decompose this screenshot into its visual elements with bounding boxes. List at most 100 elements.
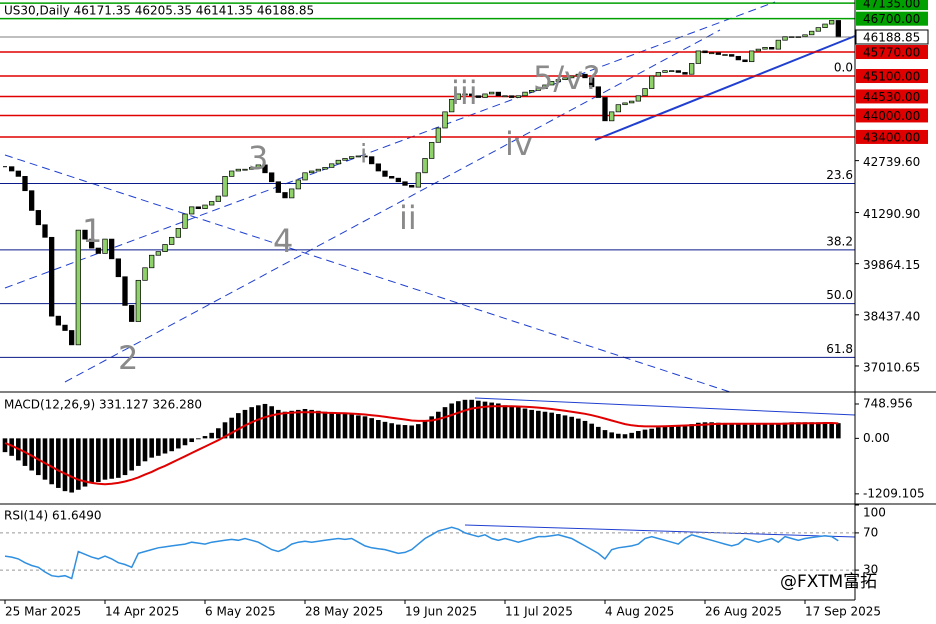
x-tick-label: 4 Aug 2025 bbox=[605, 605, 674, 619]
candle bbox=[315, 168, 321, 172]
macd-bar bbox=[222, 422, 228, 439]
candle bbox=[682, 72, 688, 75]
candle bbox=[195, 206, 201, 209]
macd-bar bbox=[796, 422, 801, 439]
frame bbox=[0, 0, 936, 601]
candle bbox=[595, 86, 601, 98]
candle bbox=[709, 52, 715, 55]
level-box bbox=[856, 45, 928, 60]
candle bbox=[215, 195, 221, 202]
candle bbox=[449, 98, 455, 113]
wave-label: iii bbox=[451, 74, 478, 112]
candle bbox=[55, 315, 61, 326]
rsi-line bbox=[4, 526, 839, 580]
level-box bbox=[856, 89, 928, 104]
macd-bar bbox=[296, 409, 301, 439]
macd-bar bbox=[149, 438, 154, 458]
candle bbox=[75, 229, 81, 346]
candle bbox=[42, 224, 48, 238]
candle bbox=[489, 91, 495, 95]
candle bbox=[295, 179, 301, 190]
macd-bar bbox=[56, 438, 61, 488]
macd-bar bbox=[616, 433, 621, 439]
candle bbox=[649, 75, 655, 89]
macd-bar bbox=[702, 422, 708, 439]
macd-bar bbox=[769, 423, 774, 439]
macd-bar bbox=[302, 408, 308, 439]
macd-bar bbox=[89, 438, 94, 484]
divergence-line bbox=[474, 397, 856, 416]
candle bbox=[229, 170, 235, 177]
candle bbox=[769, 46, 775, 50]
x-tick-label: 19 Jun 2025 bbox=[405, 605, 477, 619]
macd-bar bbox=[29, 438, 34, 471]
macd-bar bbox=[356, 415, 361, 439]
macd-bar bbox=[496, 403, 501, 439]
candle bbox=[722, 54, 728, 56]
candle bbox=[49, 236, 55, 317]
candle bbox=[235, 168, 241, 172]
y-tick-label: 38437.40 bbox=[863, 309, 920, 323]
macd-bar bbox=[749, 424, 754, 439]
candle bbox=[209, 201, 215, 206]
candle bbox=[349, 156, 355, 159]
candle bbox=[509, 95, 515, 98]
macd-bar bbox=[689, 424, 694, 439]
macd-bar bbox=[402, 425, 408, 439]
candle bbox=[389, 176, 395, 179]
candle bbox=[409, 184, 415, 188]
macd-bar bbox=[516, 407, 521, 439]
macd-bar bbox=[109, 438, 114, 479]
macd-bar bbox=[282, 411, 288, 439]
candle bbox=[395, 177, 401, 183]
macd-bar bbox=[629, 432, 634, 439]
wave-label: iv bbox=[505, 125, 533, 163]
x-tick-label: 6 May 2025 bbox=[205, 605, 276, 619]
level-label: 45100.00 bbox=[863, 70, 920, 84]
macd-bar bbox=[242, 409, 248, 439]
fib-label: 38.2 bbox=[826, 234, 853, 248]
macd-bar bbox=[762, 423, 768, 439]
macd-bar bbox=[596, 426, 601, 439]
macd-bar bbox=[362, 416, 368, 439]
candle bbox=[562, 77, 568, 80]
macd-bar bbox=[96, 438, 101, 482]
candle bbox=[342, 158, 348, 161]
candle bbox=[322, 167, 328, 170]
candle bbox=[629, 100, 635, 104]
candle bbox=[122, 276, 128, 306]
level-label: 45770.00 bbox=[863, 46, 920, 60]
wave-label: 5/v? bbox=[533, 59, 600, 97]
candle bbox=[89, 238, 95, 249]
x-tick-label: 28 May 2025 bbox=[305, 605, 383, 619]
macd-bar bbox=[549, 412, 554, 439]
candle bbox=[689, 63, 695, 75]
y-tick-label: 37010.65 bbox=[863, 360, 920, 374]
candle bbox=[415, 172, 421, 188]
candle bbox=[749, 50, 755, 63]
candle bbox=[755, 48, 761, 52]
candle bbox=[202, 204, 208, 209]
candle bbox=[829, 20, 835, 25]
candle bbox=[435, 127, 441, 143]
candle bbox=[702, 50, 708, 54]
candle bbox=[82, 229, 88, 240]
level-label: 47135.00 bbox=[863, 0, 920, 11]
candle bbox=[809, 30, 815, 36]
candle bbox=[242, 168, 248, 171]
divergence-line bbox=[464, 524, 856, 538]
wave-label: 2 bbox=[118, 339, 138, 377]
y-tick-label: 70 bbox=[863, 525, 878, 539]
candle bbox=[662, 70, 668, 73]
candle bbox=[15, 170, 21, 177]
wave-label: 4 bbox=[273, 222, 293, 260]
macd-bar bbox=[82, 438, 88, 487]
macd-bar bbox=[136, 438, 141, 466]
macd-bar bbox=[202, 436, 208, 439]
candle bbox=[69, 330, 75, 346]
macd-bar bbox=[129, 438, 134, 471]
macd-bar bbox=[2, 438, 8, 453]
candle bbox=[269, 172, 275, 183]
macd-bar bbox=[189, 438, 194, 443]
